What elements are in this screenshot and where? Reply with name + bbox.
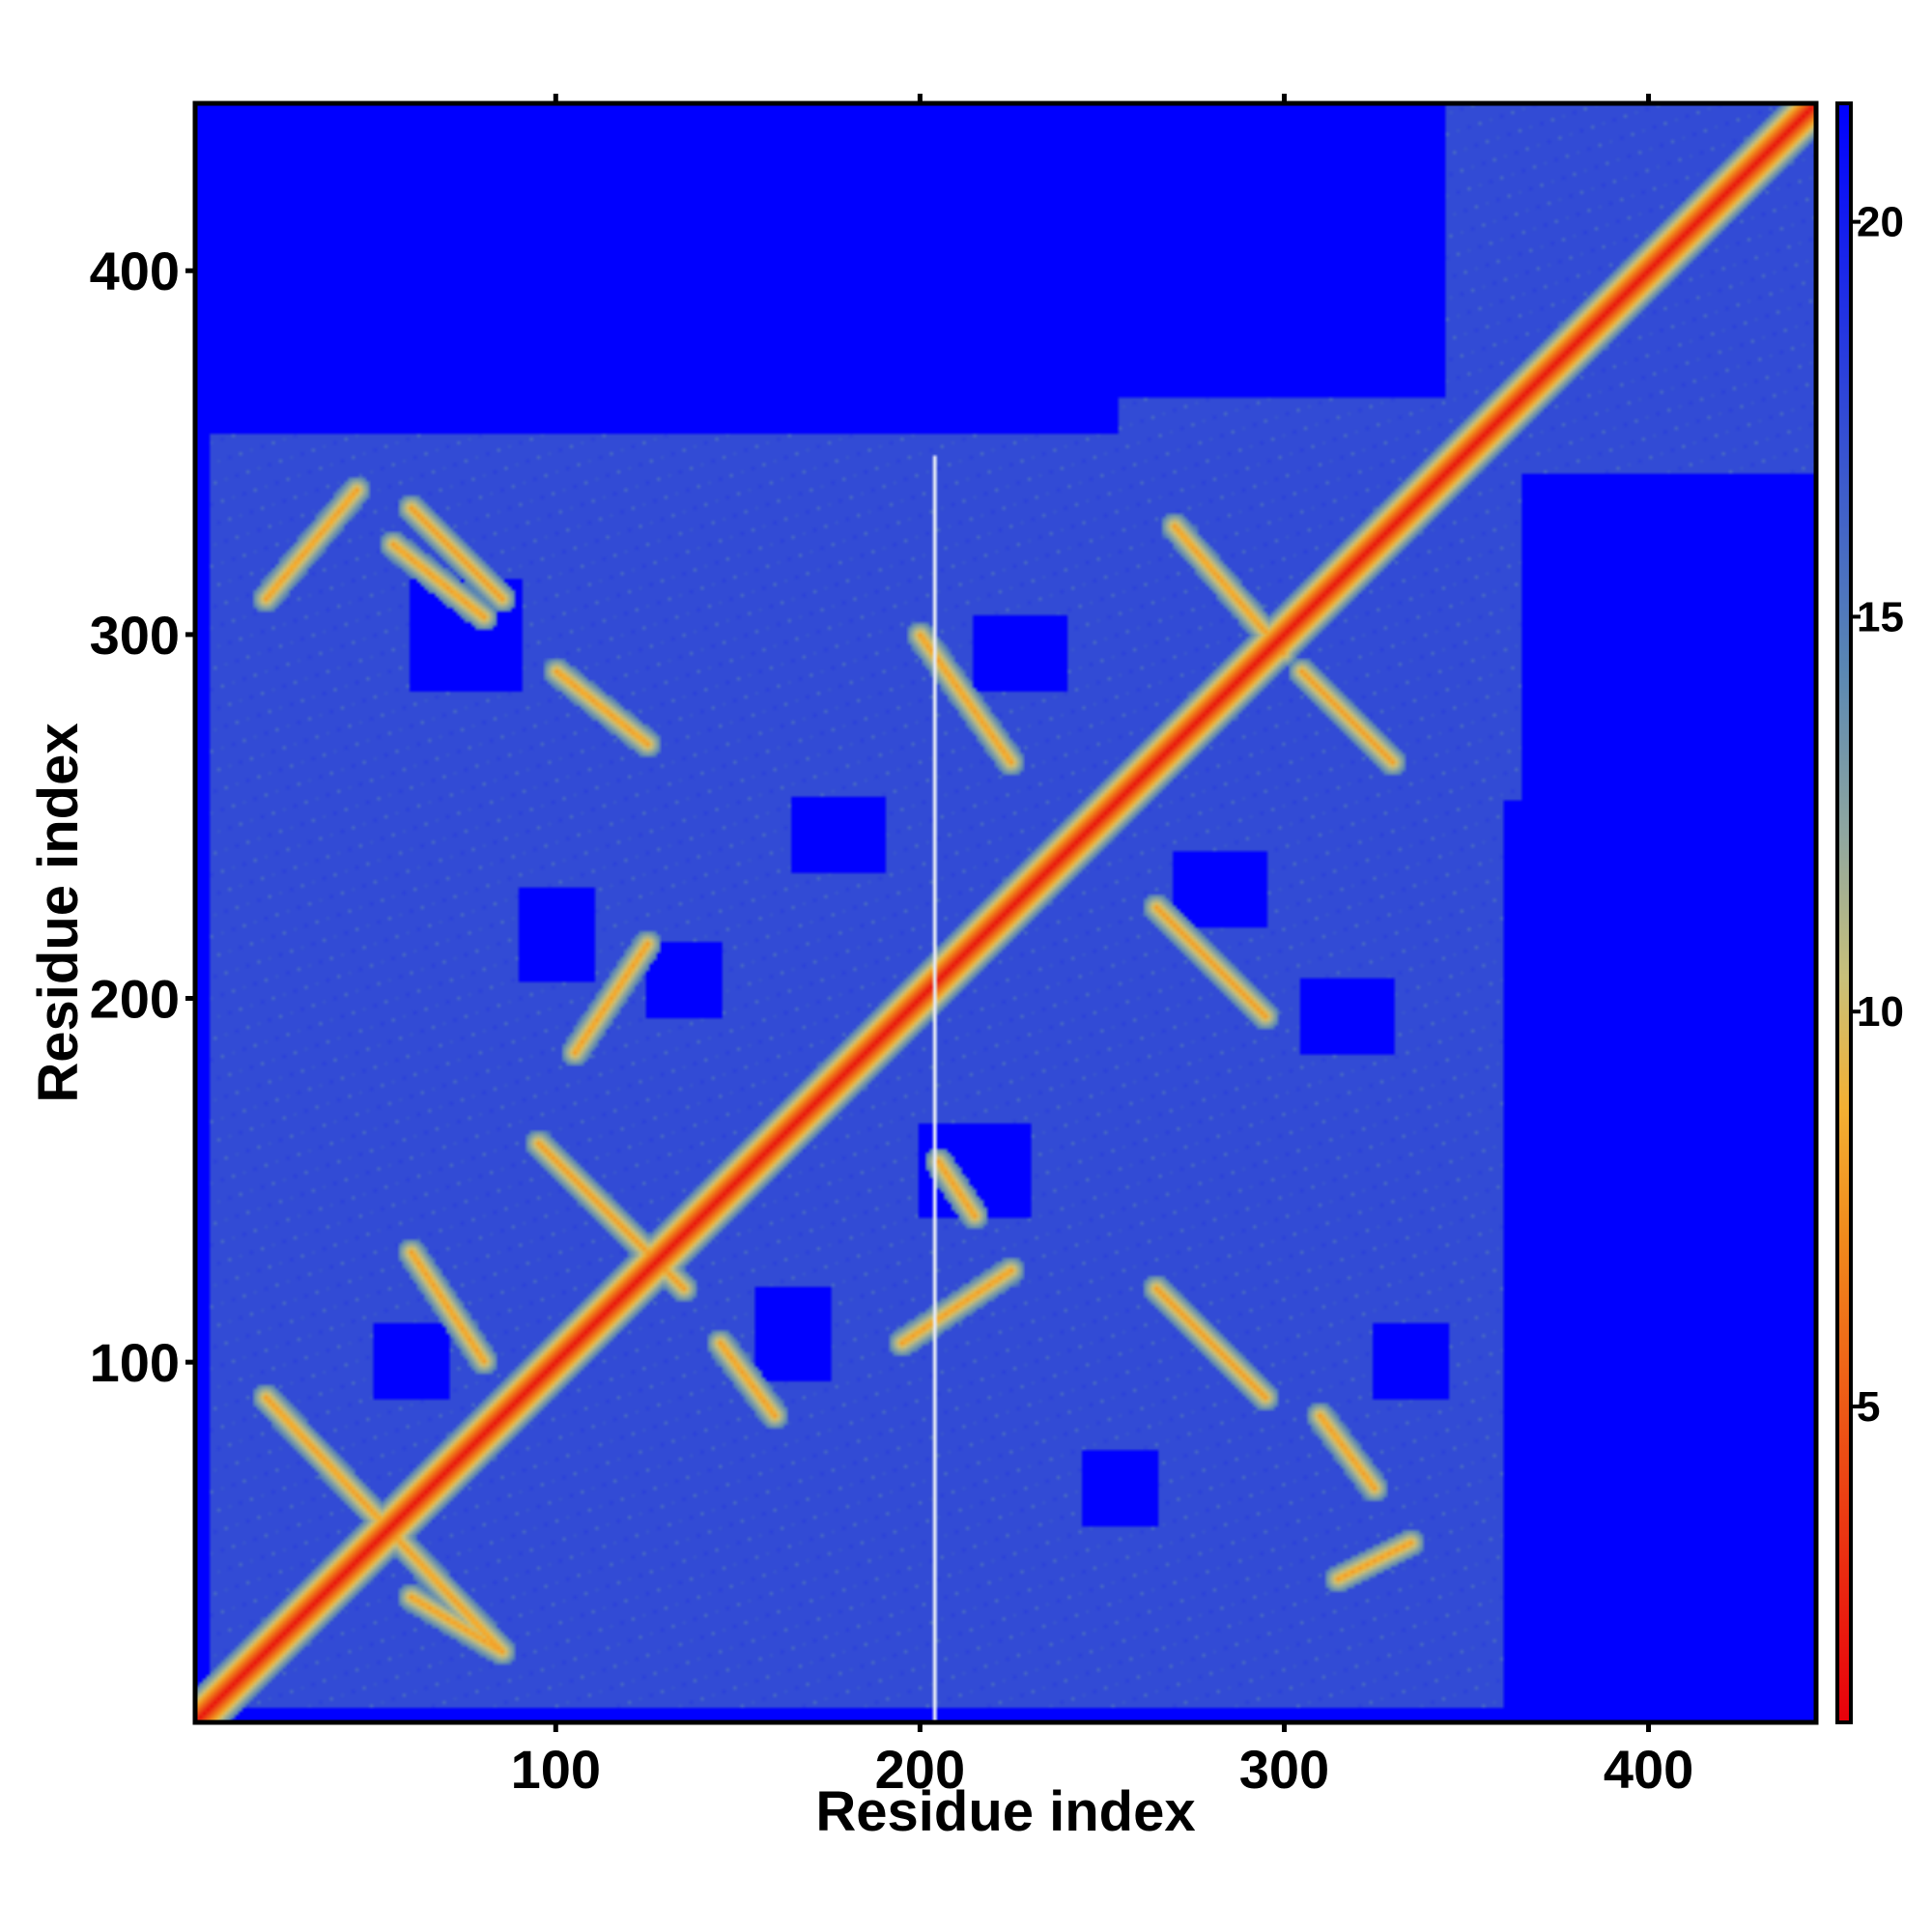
colorbar-tick-label: 20 — [1857, 199, 1904, 246]
colorbar-tick-label: 15 — [1857, 593, 1904, 640]
colorbar-tick-label: 5 — [1857, 1383, 1880, 1431]
y-tick-label: 100 — [90, 1332, 180, 1393]
y-axis-ticks: 100 200 300 400 — [90, 241, 195, 1393]
x-tick-label: 300 — [1239, 1739, 1329, 1800]
x-tick-label: 200 — [875, 1739, 965, 1800]
plot-frame — [192, 100, 1819, 1725]
colorbar-tick-label: 10 — [1857, 988, 1904, 1036]
x-tick-label: 400 — [1604, 1739, 1693, 1800]
y-axis-title: Residue index — [27, 723, 90, 1102]
x-tick-label: 100 — [511, 1739, 601, 1800]
heatmap-image — [195, 103, 1816, 1722]
y-tick-label: 400 — [90, 241, 180, 301]
y-tick-label: 300 — [90, 605, 180, 666]
y-tick-label: 200 — [90, 969, 180, 1030]
x-axis-ticks: 100 200 300 400 — [511, 94, 1693, 1800]
colorbar-ticks: 5 10 15 20 — [1851, 199, 1904, 1431]
x-axis-title: Residue index — [815, 1780, 1195, 1843]
colorbar — [1835, 101, 1853, 1724]
